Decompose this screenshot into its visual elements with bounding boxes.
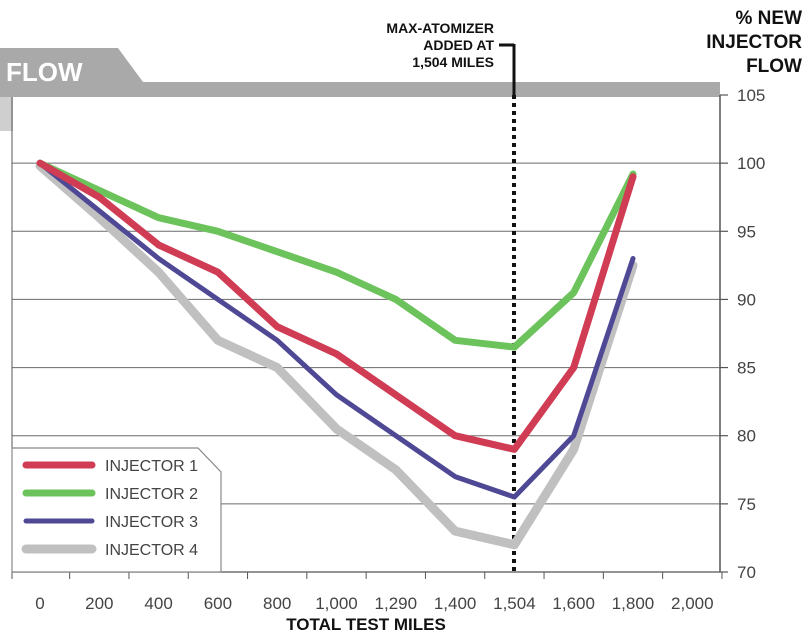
- annotation-line-2: ADDED AT: [423, 37, 494, 53]
- left-tab: [0, 97, 13, 131]
- y-tick-label-70: 70: [737, 563, 756, 582]
- series-line-4: [35, 161, 638, 550]
- y-axis-title-line-1: % NEW: [736, 8, 803, 29]
- x-tick-label-0: 0: [35, 594, 44, 613]
- y-tick-label-80: 80: [737, 427, 756, 446]
- x-tick-label-3: 600: [204, 594, 232, 613]
- chart-title: FLOW: [6, 57, 83, 87]
- y-tick-label-75: 75: [737, 495, 756, 514]
- series-line-2: [36, 159, 637, 351]
- annotation-line-3: 1,504 MILES: [412, 54, 494, 70]
- x-tick-label-1: 200: [85, 594, 113, 613]
- legend-box: [11, 447, 222, 573]
- title-tab: [0, 48, 143, 97]
- y-tick-label-95: 95: [737, 222, 756, 241]
- x-tick-label-7: 1,400: [434, 594, 477, 613]
- y-axis-title-line-2: INJECTOR: [706, 32, 802, 53]
- legend-label-3: INJECTOR 3: [105, 514, 198, 531]
- y-tick-label-105: 105: [737, 86, 765, 105]
- x-ticks: 0 200 400 600 800 1,000 1,290 1,400 1,504 1,600 1,…: [11, 572, 723, 613]
- y-ticks: 70 75 80 85 90 95 100 105: [720, 86, 765, 582]
- header-bar: [0, 82, 720, 97]
- y-tick-label-100: 100: [737, 154, 765, 173]
- legend: INJECTOR 1 INJECTOR 2 INJECTOR 3 INJECTOR 4: [11, 447, 222, 573]
- x-tick-label-6: 1,290: [375, 594, 418, 613]
- y-tick-label-85: 85: [737, 359, 756, 378]
- x-tick-label-2: 400: [144, 594, 172, 613]
- x-tick-label-8: 1,504: [493, 594, 536, 613]
- x-tick-label-11: 2,000: [671, 594, 714, 613]
- series-line-1: [36, 159, 637, 453]
- y-tick-label-90: 90: [737, 290, 756, 309]
- x-tick-label-9: 1,600: [552, 594, 595, 613]
- annotation-line-1: MAX-ATOMIZER: [386, 20, 494, 36]
- series-line-3: [37, 160, 636, 500]
- x-tick-label-5: 1,000: [315, 594, 358, 613]
- series-lines: [35, 159, 638, 550]
- legend-label-1: INJECTOR 1: [105, 458, 198, 475]
- x-tick-label-10: 1,800: [612, 594, 655, 613]
- x-axis-title: TOTAL TEST MILES: [286, 615, 446, 634]
- legend-label-4: INJECTOR 4: [105, 542, 198, 559]
- legend-label-2: INJECTOR 2: [105, 486, 198, 503]
- y-axis-title-line-3: FLOW: [746, 56, 802, 77]
- x-tick-label-4: 800: [263, 594, 291, 613]
